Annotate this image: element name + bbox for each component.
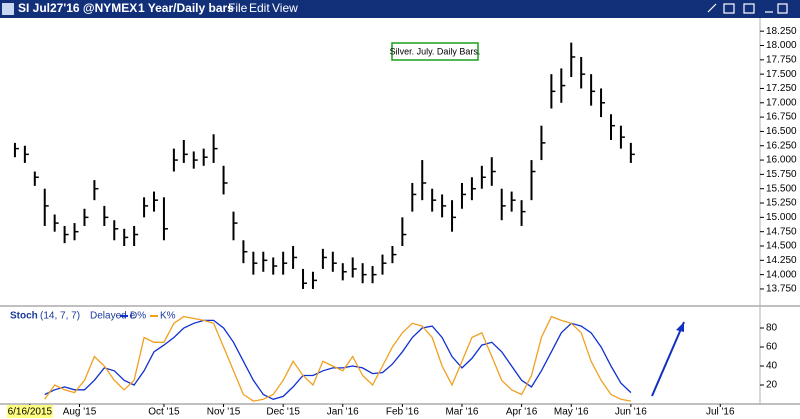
indicator-line <box>44 315 632 402</box>
indicator-title: Stoch <box>10 311 38 322</box>
legend-label: D% <box>130 311 146 322</box>
annotation-box <box>391 42 479 61</box>
menu-item[interactable]: Edit <box>249 1 270 15</box>
y-tick-label: 15.250 <box>766 198 797 209</box>
y-tick-label: 16.250 <box>766 140 797 151</box>
x-tick-label: Apr '16 <box>506 407 538 418</box>
arrow-annotation <box>651 321 685 397</box>
window-title: SI Jul27'16 @NYMEX <box>18 1 137 15</box>
y-tick-label: 16.500 <box>766 126 797 137</box>
x-tick-label: Aug '15 <box>63 407 97 418</box>
maximize-button[interactable] <box>777 3 788 14</box>
y-tick-label: 15.500 <box>766 183 797 194</box>
y-tick-label: 15.750 <box>766 169 797 180</box>
x-tick-label: Jun '16 <box>615 407 647 418</box>
arrow-head <box>676 322 684 332</box>
legend-label: K% <box>160 311 176 322</box>
y-tick-label: 16.000 <box>766 155 797 166</box>
indicator-mode: Delayed e <box>90 311 135 322</box>
window-subtitle: 1 Year/Daily bars <box>138 1 234 15</box>
y-tick-label: 17.250 <box>766 83 797 94</box>
x-tick-label: Feb '16 <box>386 407 419 418</box>
y-tick-label: 14.500 <box>766 241 797 252</box>
menu-item[interactable]: File <box>228 1 248 15</box>
y-tick-label: 80 <box>766 323 778 334</box>
y-tick-label: 18.250 <box>766 26 797 37</box>
annotation: Silver. July. Daily Bars. <box>390 46 481 56</box>
y-tick-label: 14.250 <box>766 255 797 266</box>
y-tick-label: 17.500 <box>766 69 797 80</box>
pin-button[interactable] <box>707 3 717 13</box>
window-buttons[interactable] <box>707 3 788 14</box>
x-tick-label: Nov '15 <box>207 407 241 418</box>
y-tick-label: 17.000 <box>766 97 797 108</box>
layout-button[interactable] <box>743 3 755 14</box>
x-tick-label: Mar '16 <box>445 407 478 418</box>
grid-button[interactable] <box>723 3 735 14</box>
date-highlight <box>6 405 53 418</box>
menu-item[interactable]: View <box>272 1 298 15</box>
indicator-params: (14, 7, 7) <box>40 311 80 322</box>
y-tick-label: 20 <box>766 380 778 391</box>
x-tick-label: Jan '16 <box>327 407 359 418</box>
x-tick-label: Oct '15 <box>148 407 180 418</box>
x-tick-label: 6/16/2015 <box>8 407 53 418</box>
y-tick-label: 14.000 <box>766 269 797 280</box>
y-tick-label: 14.750 <box>766 226 797 237</box>
y-tick-label: 15.000 <box>766 212 797 223</box>
y-tick-label: 18.000 <box>766 40 797 51</box>
y-tick-label: 40 <box>766 361 778 372</box>
x-tick-label: Jul '16 <box>706 407 735 418</box>
x-tick-label: May '16 <box>554 407 589 418</box>
x-tick-label: Dec '15 <box>266 407 300 418</box>
title-bar <box>0 0 800 18</box>
y-tick-label: 17.750 <box>766 54 797 65</box>
y-tick-label: 13.750 <box>766 284 797 295</box>
y-tick-label: 60 <box>766 342 778 353</box>
window-icon <box>2 3 14 15</box>
y-tick-label: 16.750 <box>766 112 797 123</box>
